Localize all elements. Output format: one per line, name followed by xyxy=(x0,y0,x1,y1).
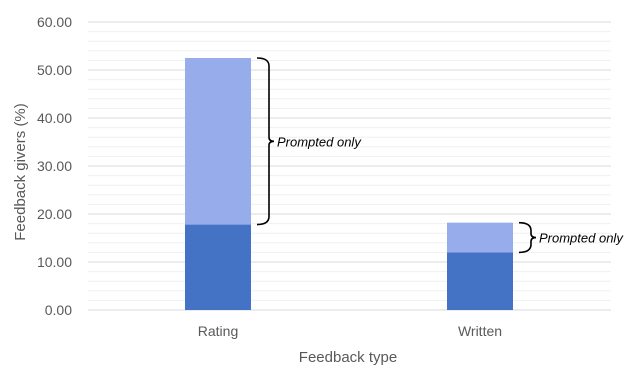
x-tick-labels: Rating Written xyxy=(198,323,502,339)
annotation-label: Prompted only xyxy=(539,231,624,246)
annotation-label: Prompted only xyxy=(277,134,362,149)
bar-written-segment-1 xyxy=(447,252,513,310)
bar-rating-segment-1 xyxy=(185,224,251,310)
y-tick-label: 0.00 xyxy=(45,302,72,318)
y-tick-label: 60.00 xyxy=(37,14,72,30)
y-tick-label: 10.00 xyxy=(37,254,72,270)
brace-1 xyxy=(256,57,275,226)
bar-written-segment-2 xyxy=(447,222,513,253)
brace-2 xyxy=(518,221,537,254)
y-axis-title: Feedback givers (%) xyxy=(12,103,29,241)
y-tick-label: 20.00 xyxy=(37,206,72,222)
gridlines xyxy=(88,21,611,311)
bar-rating-segment-2 xyxy=(185,58,251,225)
y-tick-label: 30.00 xyxy=(37,158,72,174)
x-axis-title: Feedback type xyxy=(299,349,397,365)
x-tick-label: Rating xyxy=(198,323,238,339)
y-tick-label: 40.00 xyxy=(37,110,72,126)
annotations: Prompted only Prompted only xyxy=(256,57,624,254)
x-tick-label: Written xyxy=(458,323,502,339)
bars xyxy=(185,58,513,310)
y-tick-label: 50.00 xyxy=(37,62,72,78)
y-tick-labels: 0.00 10.00 20.00 30.00 40.00 50.00 60.00 xyxy=(37,14,72,318)
